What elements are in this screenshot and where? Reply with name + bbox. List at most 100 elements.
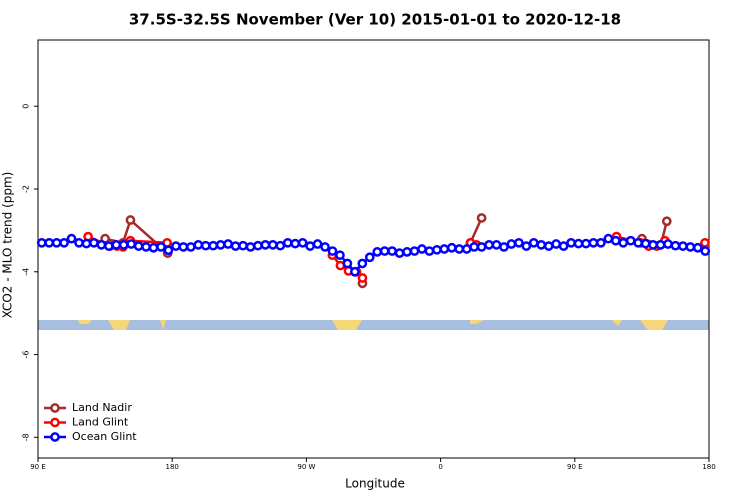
series-marker (148, 242, 159, 253)
legend-label: Land Nadir (72, 401, 132, 414)
series-marker (700, 237, 710, 248)
series-marker (223, 239, 233, 249)
series-marker (260, 240, 271, 250)
series-marker (357, 258, 368, 269)
series-marker (163, 245, 174, 256)
series-marker (178, 242, 189, 252)
series-marker (439, 244, 450, 254)
y-tick-label: -2 (22, 185, 31, 193)
series-marker (670, 240, 681, 251)
x-tick-label: 90 E (567, 463, 583, 471)
x-axis-label: Longitude (345, 477, 405, 491)
series-marker (111, 240, 122, 250)
y-tick-label: -4 (22, 268, 31, 276)
series-marker (402, 247, 412, 257)
legend-marker (50, 432, 60, 442)
series-marker (297, 237, 308, 248)
legend-marker (50, 403, 60, 413)
series-marker (141, 242, 151, 252)
series-marker (588, 237, 599, 248)
series-marker (596, 237, 606, 248)
series-marker (215, 240, 226, 250)
series-marker (476, 242, 487, 252)
series-marker (36, 237, 47, 248)
series-marker (499, 242, 509, 252)
map-strip (38, 320, 709, 330)
series-marker (372, 247, 383, 257)
series-marker (133, 241, 144, 251)
series-marker (282, 237, 293, 248)
series-marker (208, 240, 219, 251)
series-marker (633, 237, 644, 248)
series-marker (96, 240, 107, 250)
legend-label: Ocean Glint (72, 430, 137, 443)
series-marker (185, 242, 196, 252)
series-marker (74, 237, 84, 248)
series-marker (290, 238, 301, 249)
series-marker (536, 240, 547, 250)
legend-marker (50, 417, 60, 428)
series-marker (491, 240, 502, 250)
series-marker (394, 248, 405, 258)
series-marker (230, 241, 241, 251)
series-marker (528, 237, 539, 248)
series-marker (692, 242, 703, 253)
series-marker (603, 233, 614, 244)
series-marker (66, 233, 77, 244)
series-marker (364, 252, 375, 263)
series-marker (521, 241, 532, 251)
series-marker (461, 244, 472, 254)
series-marker (156, 242, 166, 252)
series-marker (118, 240, 129, 250)
series-marker (678, 241, 688, 251)
series-marker (409, 246, 420, 256)
series-marker (253, 240, 263, 251)
series-marker (126, 239, 137, 249)
series-marker (432, 244, 442, 255)
series-marker (59, 237, 69, 248)
series-marker (350, 266, 360, 277)
series-marker (103, 241, 114, 251)
series-marker (51, 237, 62, 248)
series-marker (484, 240, 494, 250)
legend-label: Land Glint (72, 416, 129, 429)
series-marker (514, 237, 524, 248)
series-marker (663, 239, 673, 249)
series-marker (655, 240, 666, 250)
series-marker (379, 246, 390, 256)
series-marker (685, 242, 696, 252)
series-marker (171, 241, 181, 251)
y-tick-label: -8 (22, 433, 31, 441)
series-marker (312, 239, 323, 249)
series-marker (640, 238, 651, 249)
series-marker (558, 241, 569, 251)
series-marker (573, 238, 584, 249)
series-marker (357, 273, 368, 283)
y-axis-label: XCO2 - MLO trend (ppm) (1, 172, 15, 319)
x-tick-label: 90 W (297, 463, 315, 471)
series-marker (193, 240, 204, 250)
series-marker (700, 246, 711, 256)
x-tick-label: 180 (702, 463, 715, 471)
series-marker (424, 246, 435, 256)
series-marker (342, 258, 353, 269)
series-marker (506, 239, 517, 249)
series-marker (305, 241, 315, 251)
series-marker (387, 246, 397, 256)
x-tick-label: 90 E (30, 463, 46, 471)
series-marker (551, 239, 562, 249)
series-marker (245, 242, 256, 252)
series-marker (125, 215, 136, 225)
series-marker (275, 240, 286, 251)
series-marker (625, 235, 636, 246)
x-tick-label: 180 (166, 463, 179, 471)
series-marker (469, 242, 479, 252)
series-marker (81, 238, 92, 249)
series-marker (581, 238, 591, 249)
series-marker (44, 237, 55, 248)
y-tick-label: -6 (22, 351, 31, 359)
series-marker (335, 250, 345, 261)
series-marker (320, 242, 330, 252)
series-marker (618, 237, 629, 248)
